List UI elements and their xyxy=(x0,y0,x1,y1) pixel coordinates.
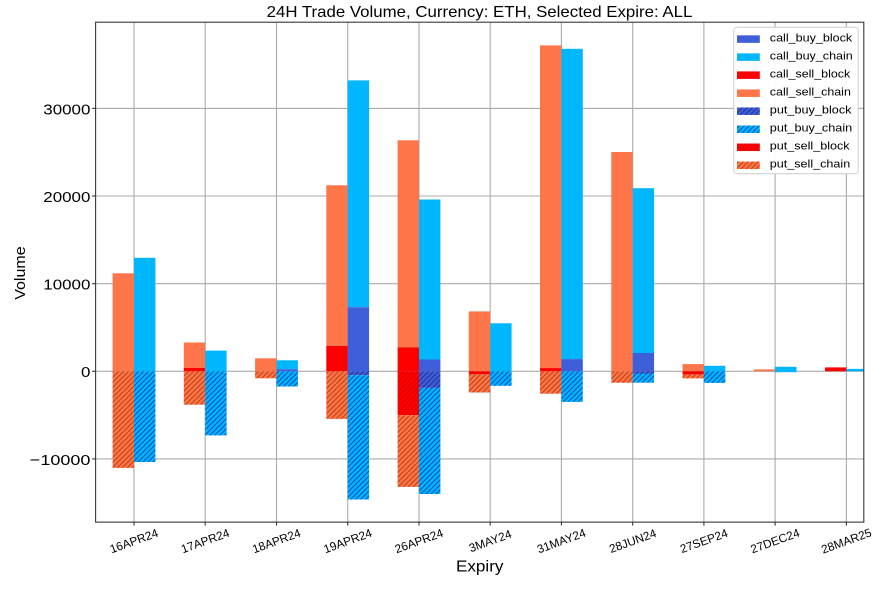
svg-text:put_sell_block: put_sell_block xyxy=(770,141,850,153)
svg-text:call_buy_block: call_buy_block xyxy=(770,32,853,44)
svg-text:Expiry: Expiry xyxy=(456,559,504,576)
svg-text:Volume: Volume xyxy=(12,246,29,300)
svg-text:call_sell_chain: call_sell_chain xyxy=(770,87,851,99)
svg-text:put_buy_chain: put_buy_chain xyxy=(770,123,852,135)
svg-text:24H Trade Volume, Currency: ET: 24H Trade Volume, Currency: ETH, Selecte… xyxy=(267,4,693,21)
svg-text:put_sell_chain: put_sell_chain xyxy=(770,159,850,171)
svg-text:10000: 10000 xyxy=(43,277,90,294)
svg-text:20000: 20000 xyxy=(43,189,90,206)
svg-text:30000: 30000 xyxy=(43,101,90,118)
svg-text:put_buy_block: put_buy_block xyxy=(770,105,852,117)
svg-text:call_buy_chain: call_buy_chain xyxy=(770,50,853,62)
svg-text:call_sell_block: call_sell_block xyxy=(770,69,851,81)
svg-text:−10000: −10000 xyxy=(30,452,91,469)
svg-text:0: 0 xyxy=(81,364,90,381)
